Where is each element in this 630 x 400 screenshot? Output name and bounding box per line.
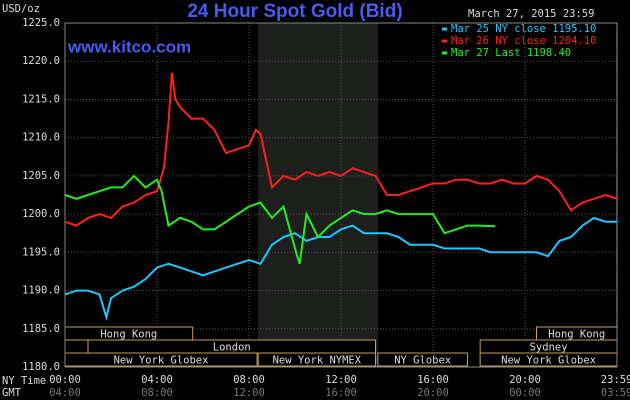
y-tick-label: 1215.0 bbox=[22, 93, 60, 105]
session-label: New York Globex bbox=[501, 355, 596, 367]
shaded-session bbox=[258, 23, 378, 367]
session-label: London bbox=[213, 342, 251, 354]
x-tick-label: 08:00 bbox=[233, 374, 265, 386]
gmt-tick-label: 03:59 bbox=[601, 387, 630, 399]
session-label: New York NYMEX bbox=[273, 355, 362, 367]
x-tick-label: 00:00 bbox=[49, 374, 81, 386]
chart-title: 24 Hour Spot Gold (Bid) bbox=[187, 1, 402, 22]
session-label: NY Globex bbox=[394, 355, 451, 367]
gmt-tick-label: 12:00 bbox=[233, 387, 265, 399]
timestamp: March 27, 2015 23:59 bbox=[468, 8, 594, 20]
y-axis-label: USD/oz bbox=[2, 3, 40, 15]
gmt-tick-label: 20:00 bbox=[417, 387, 449, 399]
y-tick-label: 1200.0 bbox=[22, 208, 60, 220]
legend-swatch bbox=[442, 39, 447, 43]
x-tick-label: 23:59 bbox=[601, 374, 630, 386]
legend-swatch bbox=[442, 51, 447, 55]
session-label: New York Globex bbox=[114, 355, 209, 367]
y-tick-label: 1180.0 bbox=[22, 361, 60, 373]
gmt-tick-label: 04:00 bbox=[49, 387, 81, 399]
session-box bbox=[377, 352, 468, 367]
x2-axis-label: GMT bbox=[2, 387, 22, 399]
y-tick-label: 1220.0 bbox=[22, 55, 60, 67]
session-box bbox=[257, 352, 377, 367]
x-tick-label: 04:00 bbox=[141, 374, 173, 386]
legend-label: Mar 25 NY close 1195.10 bbox=[451, 23, 596, 35]
y-tick-label: 1190.0 bbox=[22, 285, 60, 297]
y-tick-label: 1225.0 bbox=[22, 17, 60, 29]
x-axis-label: NY Time bbox=[2, 375, 46, 387]
price-line bbox=[64, 174, 496, 265]
source: www.kitco.com bbox=[67, 37, 191, 56]
y-tick-label: 1205.0 bbox=[22, 170, 60, 182]
legend-swatch bbox=[442, 27, 447, 31]
y-tick-label: 1210.0 bbox=[22, 132, 60, 144]
session-label: Sydney bbox=[530, 342, 568, 354]
x-tick-label: 16:00 bbox=[417, 374, 449, 386]
x-tick-label: 20:00 bbox=[509, 374, 541, 386]
y-tick-label: 1185.0 bbox=[22, 323, 60, 335]
legend-label: Mar 27 Last 1198.40 bbox=[451, 47, 571, 59]
gmt-tick-label: 16:00 bbox=[325, 387, 357, 399]
price-line bbox=[64, 72, 618, 227]
gmt-tick-label: 00:00 bbox=[509, 387, 541, 399]
legend-label: Mar 26 NY close 1204.10 bbox=[451, 35, 596, 47]
x-tick-label: 12:00 bbox=[325, 374, 357, 386]
session-label: Hong Kong bbox=[548, 329, 605, 341]
price-line bbox=[64, 216, 617, 322]
session-label: Hong Kong bbox=[100, 329, 157, 341]
gmt-tick-label: 08:00 bbox=[141, 387, 173, 399]
y-tick-label: 1195.0 bbox=[22, 246, 60, 258]
